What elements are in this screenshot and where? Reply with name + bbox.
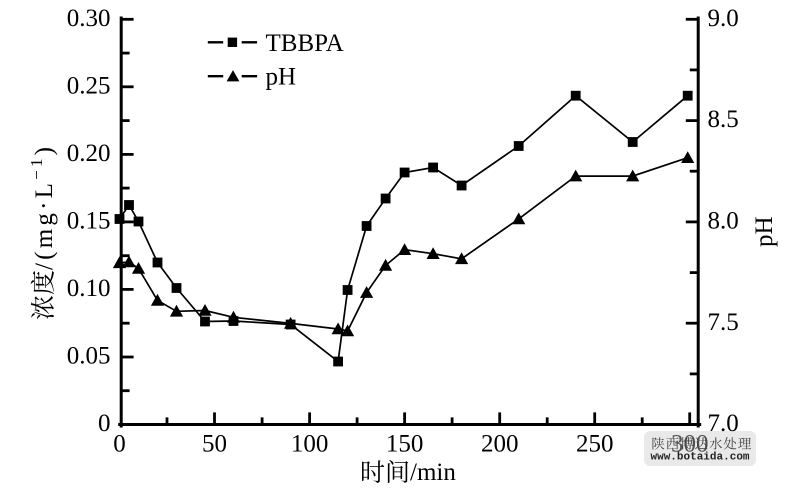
svg-text:100: 100: [291, 431, 329, 458]
svg-text:150: 150: [386, 431, 424, 458]
svg-text:0.30: 0.30: [67, 5, 111, 32]
svg-text:0.15: 0.15: [67, 208, 111, 235]
svg-text:0.10: 0.10: [67, 275, 111, 302]
svg-text:www.botaida.com: www.botaida.com: [651, 452, 750, 464]
svg-text:8.0: 8.0: [708, 208, 739, 235]
svg-text:8.5: 8.5: [708, 106, 739, 133]
svg-text:250: 250: [576, 431, 614, 458]
svg-text:7.0: 7.0: [708, 410, 739, 437]
svg-text:50: 50: [202, 431, 227, 458]
svg-text:pH: pH: [266, 64, 297, 91]
svg-text:0: 0: [98, 410, 111, 437]
svg-text:9.0: 9.0: [708, 5, 739, 32]
svg-text:0: 0: [113, 431, 126, 458]
svg-text:0.25: 0.25: [67, 72, 111, 99]
svg-text:pH: pH: [751, 216, 778, 247]
svg-text:/min: /min: [410, 459, 456, 486]
svg-text:0.20: 0.20: [67, 140, 111, 167]
svg-text:7.5: 7.5: [708, 309, 739, 336]
svg-text:TBBPA: TBBPA: [266, 30, 344, 57]
svg-text:0.05: 0.05: [67, 343, 111, 370]
svg-text:200: 200: [481, 431, 519, 458]
